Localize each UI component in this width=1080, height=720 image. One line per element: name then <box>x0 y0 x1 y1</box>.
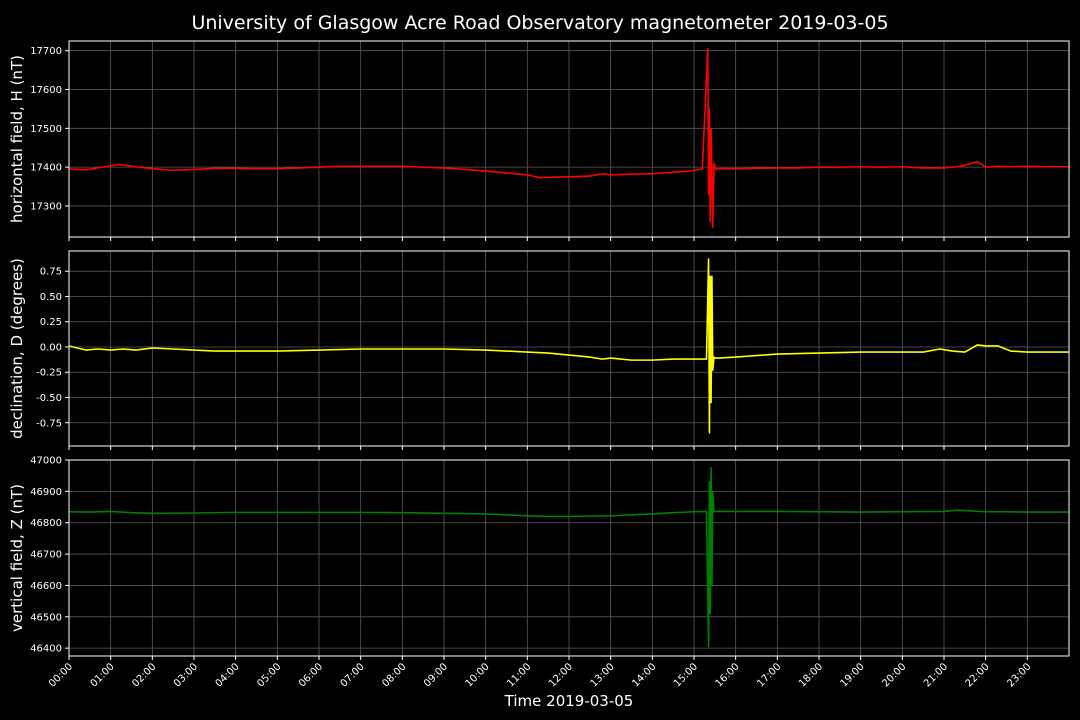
x-tick-label: 22:00 <box>964 661 992 689</box>
x-tick-label: 05:00 <box>255 661 283 689</box>
x-tick-label: 01:00 <box>89 661 117 689</box>
series-line-H <box>68 47 1069 229</box>
x-tick-label: 02:00 <box>130 661 158 689</box>
y-tick-label: 0.50 <box>40 292 62 303</box>
y-tick-label: 17500 <box>30 124 62 135</box>
x-tick-label: 20:00 <box>880 661 908 689</box>
x-tick-label: 03:00 <box>172 661 200 689</box>
y-tick-label: 0.25 <box>40 317 62 328</box>
x-tick-label: 07:00 <box>339 661 367 689</box>
y-axis-label-D: declination, D (degrees) <box>8 258 26 439</box>
x-tick-label: 06:00 <box>297 661 325 689</box>
x-tick-label: 13:00 <box>589 661 617 689</box>
panels: 17300 17400 17500 17600 17700 horizontal fiel… <box>8 40 1070 690</box>
y-tick-label: 17300 <box>30 201 62 212</box>
y-axis-label-H: horizontal field, H (nT) <box>8 55 26 223</box>
y-tick-label: -0.75 <box>36 418 62 429</box>
y-tick-label: 17400 <box>30 163 62 174</box>
y-tick-label: 46500 <box>30 612 62 623</box>
x-tick-label: 14:00 <box>630 661 658 689</box>
x-tick-label: 12:00 <box>547 661 575 689</box>
x-tick-label: 15:00 <box>672 661 700 689</box>
axes-frame <box>68 250 1070 447</box>
chart-title: University of Glasgow Acre Road Observat… <box>191 12 888 34</box>
x-tick-label: 16:00 <box>714 661 742 689</box>
x-tick-label: 18:00 <box>797 661 825 689</box>
x-tick-label: 09:00 <box>422 661 450 689</box>
x-tick-label: 17:00 <box>755 661 783 689</box>
panel-Z: 46400 46500 46600 46700 46800 46900 47000 verti… <box>8 456 1070 690</box>
y-tick-label: 47000 <box>30 456 62 467</box>
y-tick-label: 46900 <box>30 487 62 498</box>
y-tick-label: 17700 <box>30 46 62 57</box>
y-axis-label-Z: vertical field, Z (nT) <box>8 484 26 632</box>
series-line-D <box>68 258 1069 434</box>
y-tick-label: 0.75 <box>40 267 62 278</box>
x-tick-label: 10:00 <box>464 661 492 689</box>
axes-frame <box>68 40 1070 238</box>
x-tick-label: 00:00 <box>47 661 75 689</box>
axes-frame <box>68 459 1070 657</box>
x-tick-label: 08:00 <box>380 661 408 689</box>
y-tick-label: -0.50 <box>36 393 62 404</box>
x-tick-label: 11:00 <box>505 661 533 689</box>
y-tick-label: 0.00 <box>40 342 62 353</box>
x-tick-label: 19:00 <box>839 661 867 689</box>
y-tick-label: 46600 <box>30 581 62 592</box>
y-tick-label: 17600 <box>30 85 62 96</box>
x-axis-label: Time 2019-03-05 <box>504 692 634 710</box>
panel-D: -0.75 -0.50 -0.25 0.00 0.25 0.50 0.75 declinati… <box>8 250 1070 450</box>
x-tick-label: 21:00 <box>922 661 950 689</box>
x-tick-label: 23:00 <box>1005 661 1033 689</box>
y-tick-label: -0.25 <box>36 368 62 379</box>
series-line-Z <box>68 467 1069 648</box>
panel-H: 17300 17400 17500 17600 17700 horizontal fiel… <box>8 40 1070 241</box>
y-tick-label: 46700 <box>30 550 62 561</box>
y-tick-label: 46400 <box>30 644 62 655</box>
y-tick-label: 46800 <box>30 518 62 529</box>
x-tick-label: 04:00 <box>214 661 242 689</box>
